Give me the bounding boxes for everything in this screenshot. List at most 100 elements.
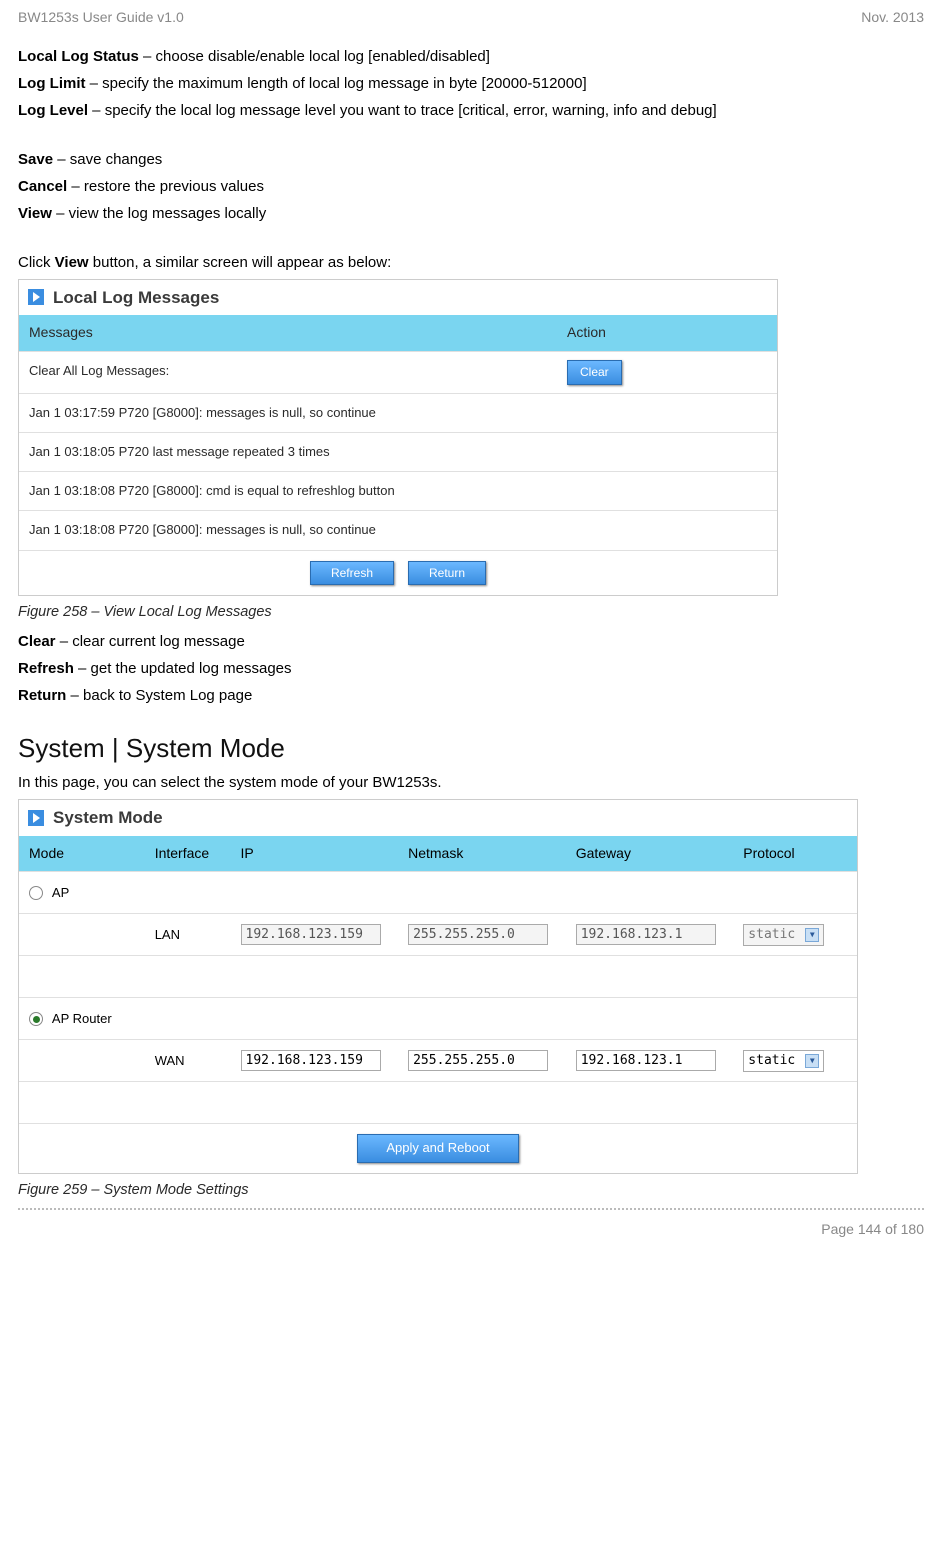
def-text: – choose disable/enable local log [enabl…	[139, 48, 490, 65]
table-row: WAN static ▼	[19, 1039, 857, 1081]
term: Return	[18, 687, 66, 704]
chevron-down-icon: ▼	[805, 1054, 819, 1068]
table-row: Jan 1 03:18:05 P720 last message repeate…	[19, 432, 777, 471]
mode-table-header: Mode Interface IP Netmask Gateway Protoc…	[19, 836, 857, 872]
apply-reboot-button[interactable]: Apply and Reboot	[357, 1134, 518, 1162]
log-message: Jan 1 03:18:08 P720 [G8000]: messages is…	[19, 511, 557, 549]
table-row: AP	[19, 871, 857, 913]
panel-header: System Mode	[19, 800, 857, 836]
text: Click	[18, 254, 55, 271]
select-value: static	[748, 1052, 795, 1070]
term: Log Level	[18, 102, 88, 119]
arrow-right-icon	[27, 288, 45, 306]
log-message: Jan 1 03:18:08 P720 [G8000]: cmd is equa…	[19, 472, 557, 510]
section-heading: System | System Mode	[18, 730, 924, 766]
doc-header: BW1253s User Guide v1.0 Nov. 2013	[18, 0, 924, 42]
def-return: Return – back to System Log page	[18, 685, 924, 706]
figure-caption-258: Figure 258 – View Local Log Messages	[18, 602, 924, 622]
def-text: – specify the maximum length of local lo…	[86, 75, 587, 92]
interface-label: WAN	[145, 1046, 231, 1076]
col-interface: Interface	[145, 836, 231, 872]
chevron-down-icon: ▼	[805, 928, 819, 942]
def-view: View – view the log messages locally	[18, 203, 924, 224]
gateway-input-lan[interactable]	[576, 924, 716, 945]
protocol-select-wan[interactable]: static ▼	[743, 1050, 824, 1072]
def-text: – view the log messages locally	[52, 205, 266, 222]
netmask-input-wan[interactable]	[408, 1050, 548, 1071]
return-button[interactable]: Return	[408, 561, 486, 586]
log-message: Jan 1 03:18:05 P720 last message repeate…	[19, 433, 557, 471]
def-text: – restore the previous values	[67, 178, 264, 195]
table-row	[19, 955, 857, 997]
mode-cell: AP Router	[19, 1004, 145, 1034]
log-action-cell: Clear	[557, 352, 777, 393]
table-row: AP Router	[19, 997, 857, 1039]
ip-input-lan[interactable]	[241, 924, 381, 945]
doc-title: BW1253s User Guide v1.0	[18, 8, 184, 28]
term: Clear	[18, 633, 56, 650]
table-row: Clear All Log Messages: Clear	[19, 351, 777, 393]
col-action: Action	[557, 315, 777, 351]
netmask-input-lan[interactable]	[408, 924, 548, 945]
view-bold: View	[55, 254, 89, 271]
col-mode: Mode	[19, 836, 145, 872]
col-protocol: Protocol	[733, 836, 857, 872]
log-button-row: Refresh Return	[19, 550, 777, 596]
refresh-button[interactable]: Refresh	[310, 561, 394, 586]
def-local-log-status: Local Log Status – choose disable/enable…	[18, 46, 924, 67]
col-gateway: Gateway	[566, 836, 734, 872]
def-text: – save changes	[53, 151, 162, 168]
clear-button[interactable]: Clear	[567, 360, 622, 385]
mode-radio-ap[interactable]	[29, 886, 43, 900]
def-log-level: Log Level – specify the local log messag…	[18, 100, 924, 121]
mode-cell: AP	[19, 878, 145, 908]
mode-label: AP	[52, 885, 69, 900]
mode-radio-ap-router[interactable]	[29, 1012, 43, 1026]
table-row: LAN static▼	[19, 913, 857, 955]
panel-header: Local Log Messages	[19, 280, 777, 316]
log-message: Clear All Log Messages:	[19, 352, 557, 393]
footer-divider	[18, 1208, 924, 1210]
term: View	[18, 205, 52, 222]
col-messages: Messages	[19, 315, 557, 351]
table-row: Jan 1 03:17:59 P720 [G8000]: messages is…	[19, 393, 777, 432]
def-log-limit: Log Limit – specify the maximum length o…	[18, 73, 924, 94]
figure-caption-259: Figure 259 – System Mode Settings	[18, 1180, 924, 1200]
panel-title: Local Log Messages	[53, 286, 219, 310]
text: button, a similar screen will appear as …	[89, 254, 392, 271]
interface-label: LAN	[145, 920, 231, 950]
table-row: Jan 1 03:18:08 P720 [G8000]: messages is…	[19, 510, 777, 549]
protocol-select-lan[interactable]: static▼	[743, 924, 824, 946]
page-number: Page 144 of 180	[18, 1214, 924, 1254]
def-clear: Clear – clear current log message	[18, 631, 924, 652]
mode-button-row: Apply and Reboot	[19, 1123, 857, 1172]
term: Local Log Status	[18, 48, 139, 65]
col-netmask: Netmask	[398, 836, 566, 872]
doc-date: Nov. 2013	[861, 8, 924, 28]
log-table-header: Messages Action	[19, 315, 777, 351]
term: Save	[18, 151, 53, 168]
def-text: – back to System Log page	[66, 687, 252, 704]
def-text: – get the updated log messages	[74, 660, 292, 677]
term: Refresh	[18, 660, 74, 677]
local-log-panel: Local Log Messages Messages Action Clear…	[18, 279, 778, 597]
col-ip: IP	[231, 836, 399, 872]
def-save: Save – save changes	[18, 149, 924, 170]
def-cancel: Cancel – restore the previous values	[18, 176, 924, 197]
ip-input-wan[interactable]	[241, 1050, 381, 1071]
def-text: – clear current log message	[56, 633, 245, 650]
view-instruction: Click View button, a similar screen will…	[18, 252, 924, 273]
def-refresh: Refresh – get the updated log messages	[18, 658, 924, 679]
system-mode-panel: System Mode Mode Interface IP Netmask Ga…	[18, 799, 858, 1174]
term: Cancel	[18, 178, 67, 195]
gateway-input-wan[interactable]	[576, 1050, 716, 1071]
term: Log Limit	[18, 75, 86, 92]
panel-title: System Mode	[53, 806, 163, 830]
log-message: Jan 1 03:17:59 P720 [G8000]: messages is…	[19, 394, 557, 432]
def-text: – specify the local log message level yo…	[88, 102, 717, 119]
table-row: Jan 1 03:18:08 P720 [G8000]: cmd is equa…	[19, 471, 777, 510]
arrow-right-icon	[27, 809, 45, 827]
section-description: In this page, you can select the system …	[18, 772, 924, 793]
mode-label: AP Router	[52, 1011, 112, 1026]
table-row	[19, 1081, 857, 1123]
